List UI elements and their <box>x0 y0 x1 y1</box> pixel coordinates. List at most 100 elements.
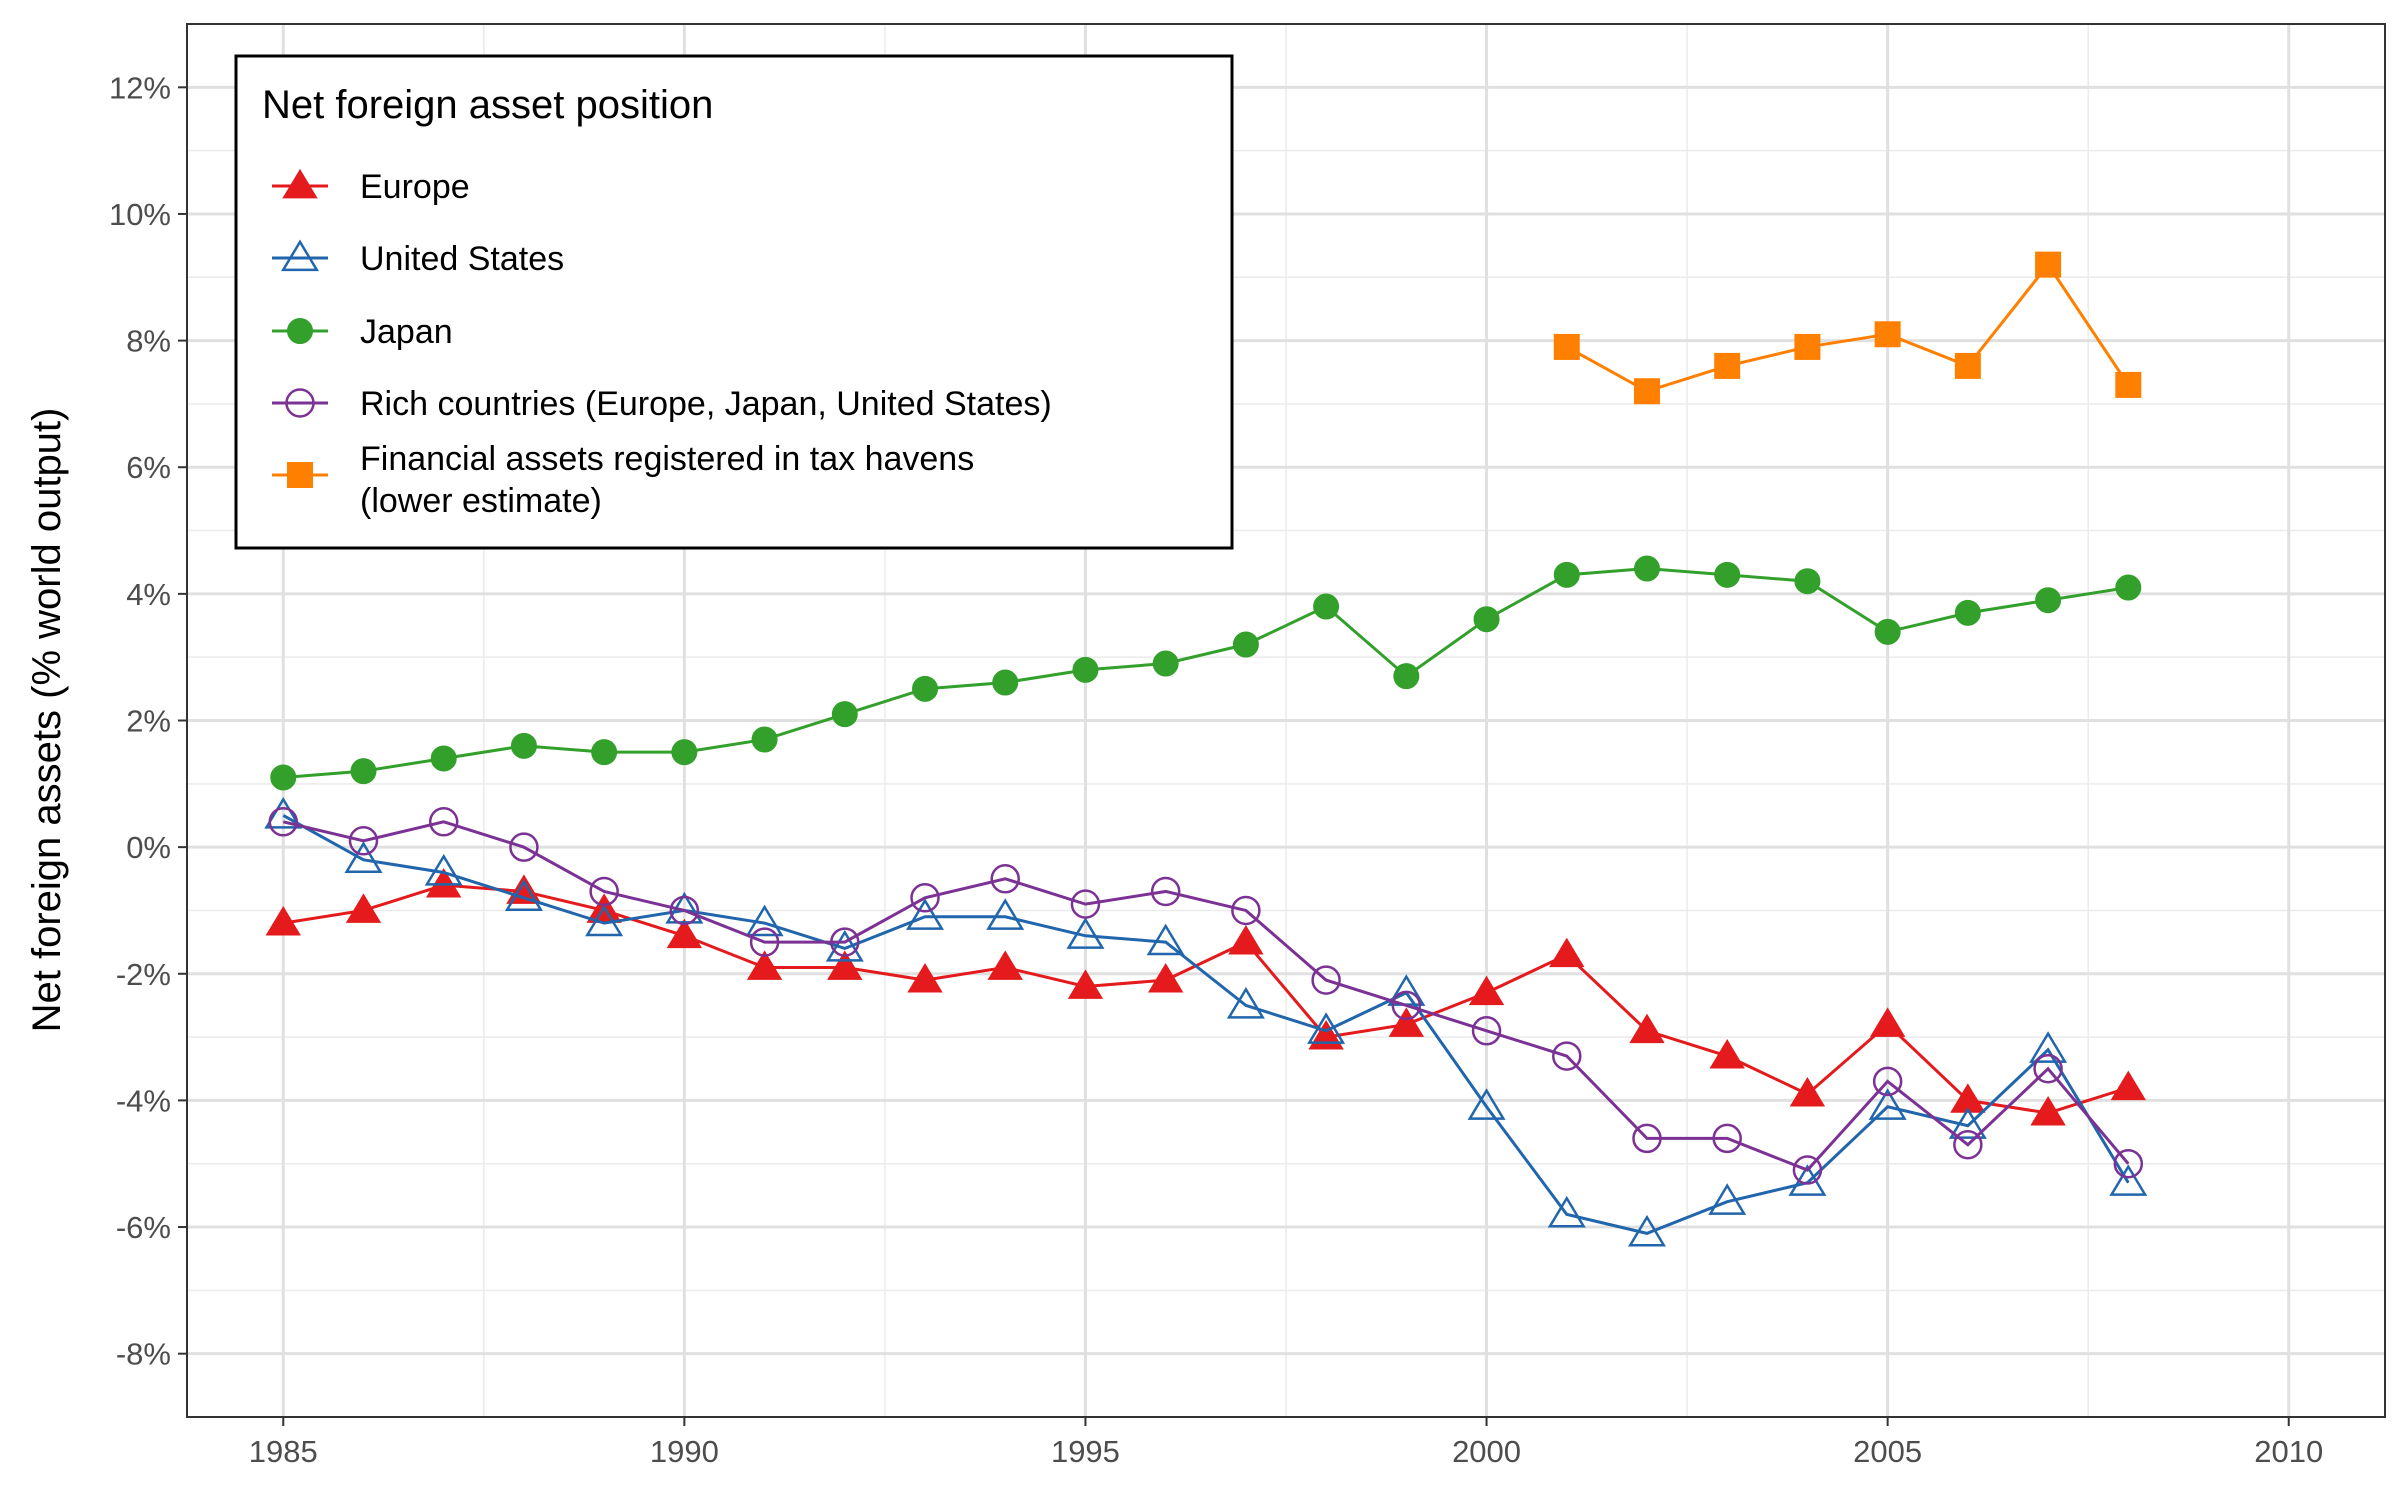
data-point <box>831 701 858 728</box>
data-point <box>990 864 1020 894</box>
data-point <box>1467 1088 1506 1120</box>
data-point <box>666 918 703 949</box>
data-point <box>751 726 778 753</box>
data-point <box>1794 568 1821 595</box>
data-point <box>1954 599 1981 626</box>
data-point <box>589 876 619 907</box>
legend-label: (lower estimate) <box>360 482 602 520</box>
data-point <box>1393 663 1420 690</box>
data-point <box>1872 1066 1903 1097</box>
data-point <box>344 841 383 873</box>
series-4 <box>1553 251 2142 405</box>
data-point <box>348 826 379 856</box>
legend-key-marker <box>282 168 318 199</box>
x-tick-label: 1985 <box>249 1434 318 1469</box>
data-point <box>2035 251 2062 278</box>
data-point <box>1950 1083 1986 1113</box>
data-point <box>1307 1012 1346 1044</box>
x-tick-label: 1995 <box>1051 1434 1120 1469</box>
series-line <box>1566 262 2130 393</box>
data-point <box>1868 1088 1907 1120</box>
series-line <box>283 567 2129 779</box>
data-point <box>510 732 537 759</box>
x-tick-label: 2010 <box>2254 1434 2323 1469</box>
legend-item: Europe <box>272 168 470 206</box>
data-point <box>1874 321 1901 348</box>
series-line <box>283 883 2129 1115</box>
data-point <box>1954 352 1981 379</box>
legend-key-marker <box>287 318 313 344</box>
legend-label: Europe <box>360 168 470 206</box>
data-point <box>424 853 463 886</box>
data-point <box>345 893 382 923</box>
legend-item: Japan <box>272 313 453 351</box>
data-point <box>1146 923 1185 956</box>
data-point <box>350 758 377 785</box>
legend-item: Rich countries (Europe, Japan, United St… <box>272 385 1052 423</box>
series-2 <box>270 555 2142 791</box>
data-point <box>1547 1195 1586 1228</box>
series-0 <box>265 868 2146 1126</box>
data-point <box>671 739 698 766</box>
data-point <box>1632 1123 1662 1154</box>
y-tick-label: 10% <box>109 197 171 232</box>
data-point <box>1468 975 1505 1006</box>
data-point <box>1553 561 1580 588</box>
data-point <box>1072 656 1099 683</box>
data-point <box>1869 1007 1906 1037</box>
data-point <box>1228 925 1264 955</box>
legend-key-marker <box>287 462 313 488</box>
data-point <box>428 807 459 837</box>
data-point <box>2035 587 2062 614</box>
legend-label: Financial assets registered in tax haven… <box>360 440 974 478</box>
data-point <box>745 904 784 937</box>
y-tick-label: 8% <box>126 324 171 359</box>
legend-key-marker <box>285 388 315 418</box>
data-point <box>1549 937 1585 968</box>
data-point <box>825 929 864 962</box>
data-point <box>2113 1148 2144 1179</box>
data-point <box>906 898 945 930</box>
data-point <box>1789 1077 1826 1107</box>
data-point <box>1708 1183 1747 1215</box>
data-point <box>1152 650 1179 677</box>
data-point <box>1313 593 1340 620</box>
data-point <box>1391 990 1422 1021</box>
data-point <box>827 950 863 980</box>
data-point <box>1066 917 1105 949</box>
data-point <box>910 883 940 913</box>
data-point <box>1629 1013 1665 1044</box>
data-point <box>1953 1129 1983 1160</box>
data-point <box>2110 1070 2146 1101</box>
y-tick-label: -6% <box>116 1210 171 1245</box>
y-tick-label: -8% <box>116 1337 171 1372</box>
data-point <box>504 879 543 911</box>
data-point <box>1792 1155 1823 1185</box>
data-point <box>1147 963 1184 993</box>
series-line <box>282 814 2130 1235</box>
data-point <box>591 739 618 766</box>
data-point <box>2030 1096 2066 1126</box>
data-point <box>746 950 783 980</box>
data-point <box>992 669 1019 696</box>
x-tick-label: 2000 <box>1452 1434 1521 1469</box>
legend-entries: Europe United States Japan Rich countries (… <box>272 168 1052 520</box>
data-point <box>1627 1214 1666 1247</box>
y-tick-label: 2% <box>126 704 171 739</box>
data-point <box>1471 1016 1502 1046</box>
data-point <box>1709 1039 1745 1069</box>
series-line <box>282 820 2130 1172</box>
data-point <box>1070 889 1101 919</box>
data-point <box>1552 1041 1582 1071</box>
data-point <box>986 898 1025 930</box>
legend-label: Japan <box>360 313 453 351</box>
data-point <box>1311 965 1341 995</box>
data-point <box>1232 631 1259 658</box>
data-point <box>1633 378 1660 405</box>
series-1 <box>264 796 2148 1247</box>
legend-item: Financial assets registered in tax haven… <box>272 440 974 520</box>
data-point <box>2029 1031 2068 1063</box>
data-point <box>1388 1007 1425 1037</box>
y-tick-label: -4% <box>116 1083 171 1118</box>
